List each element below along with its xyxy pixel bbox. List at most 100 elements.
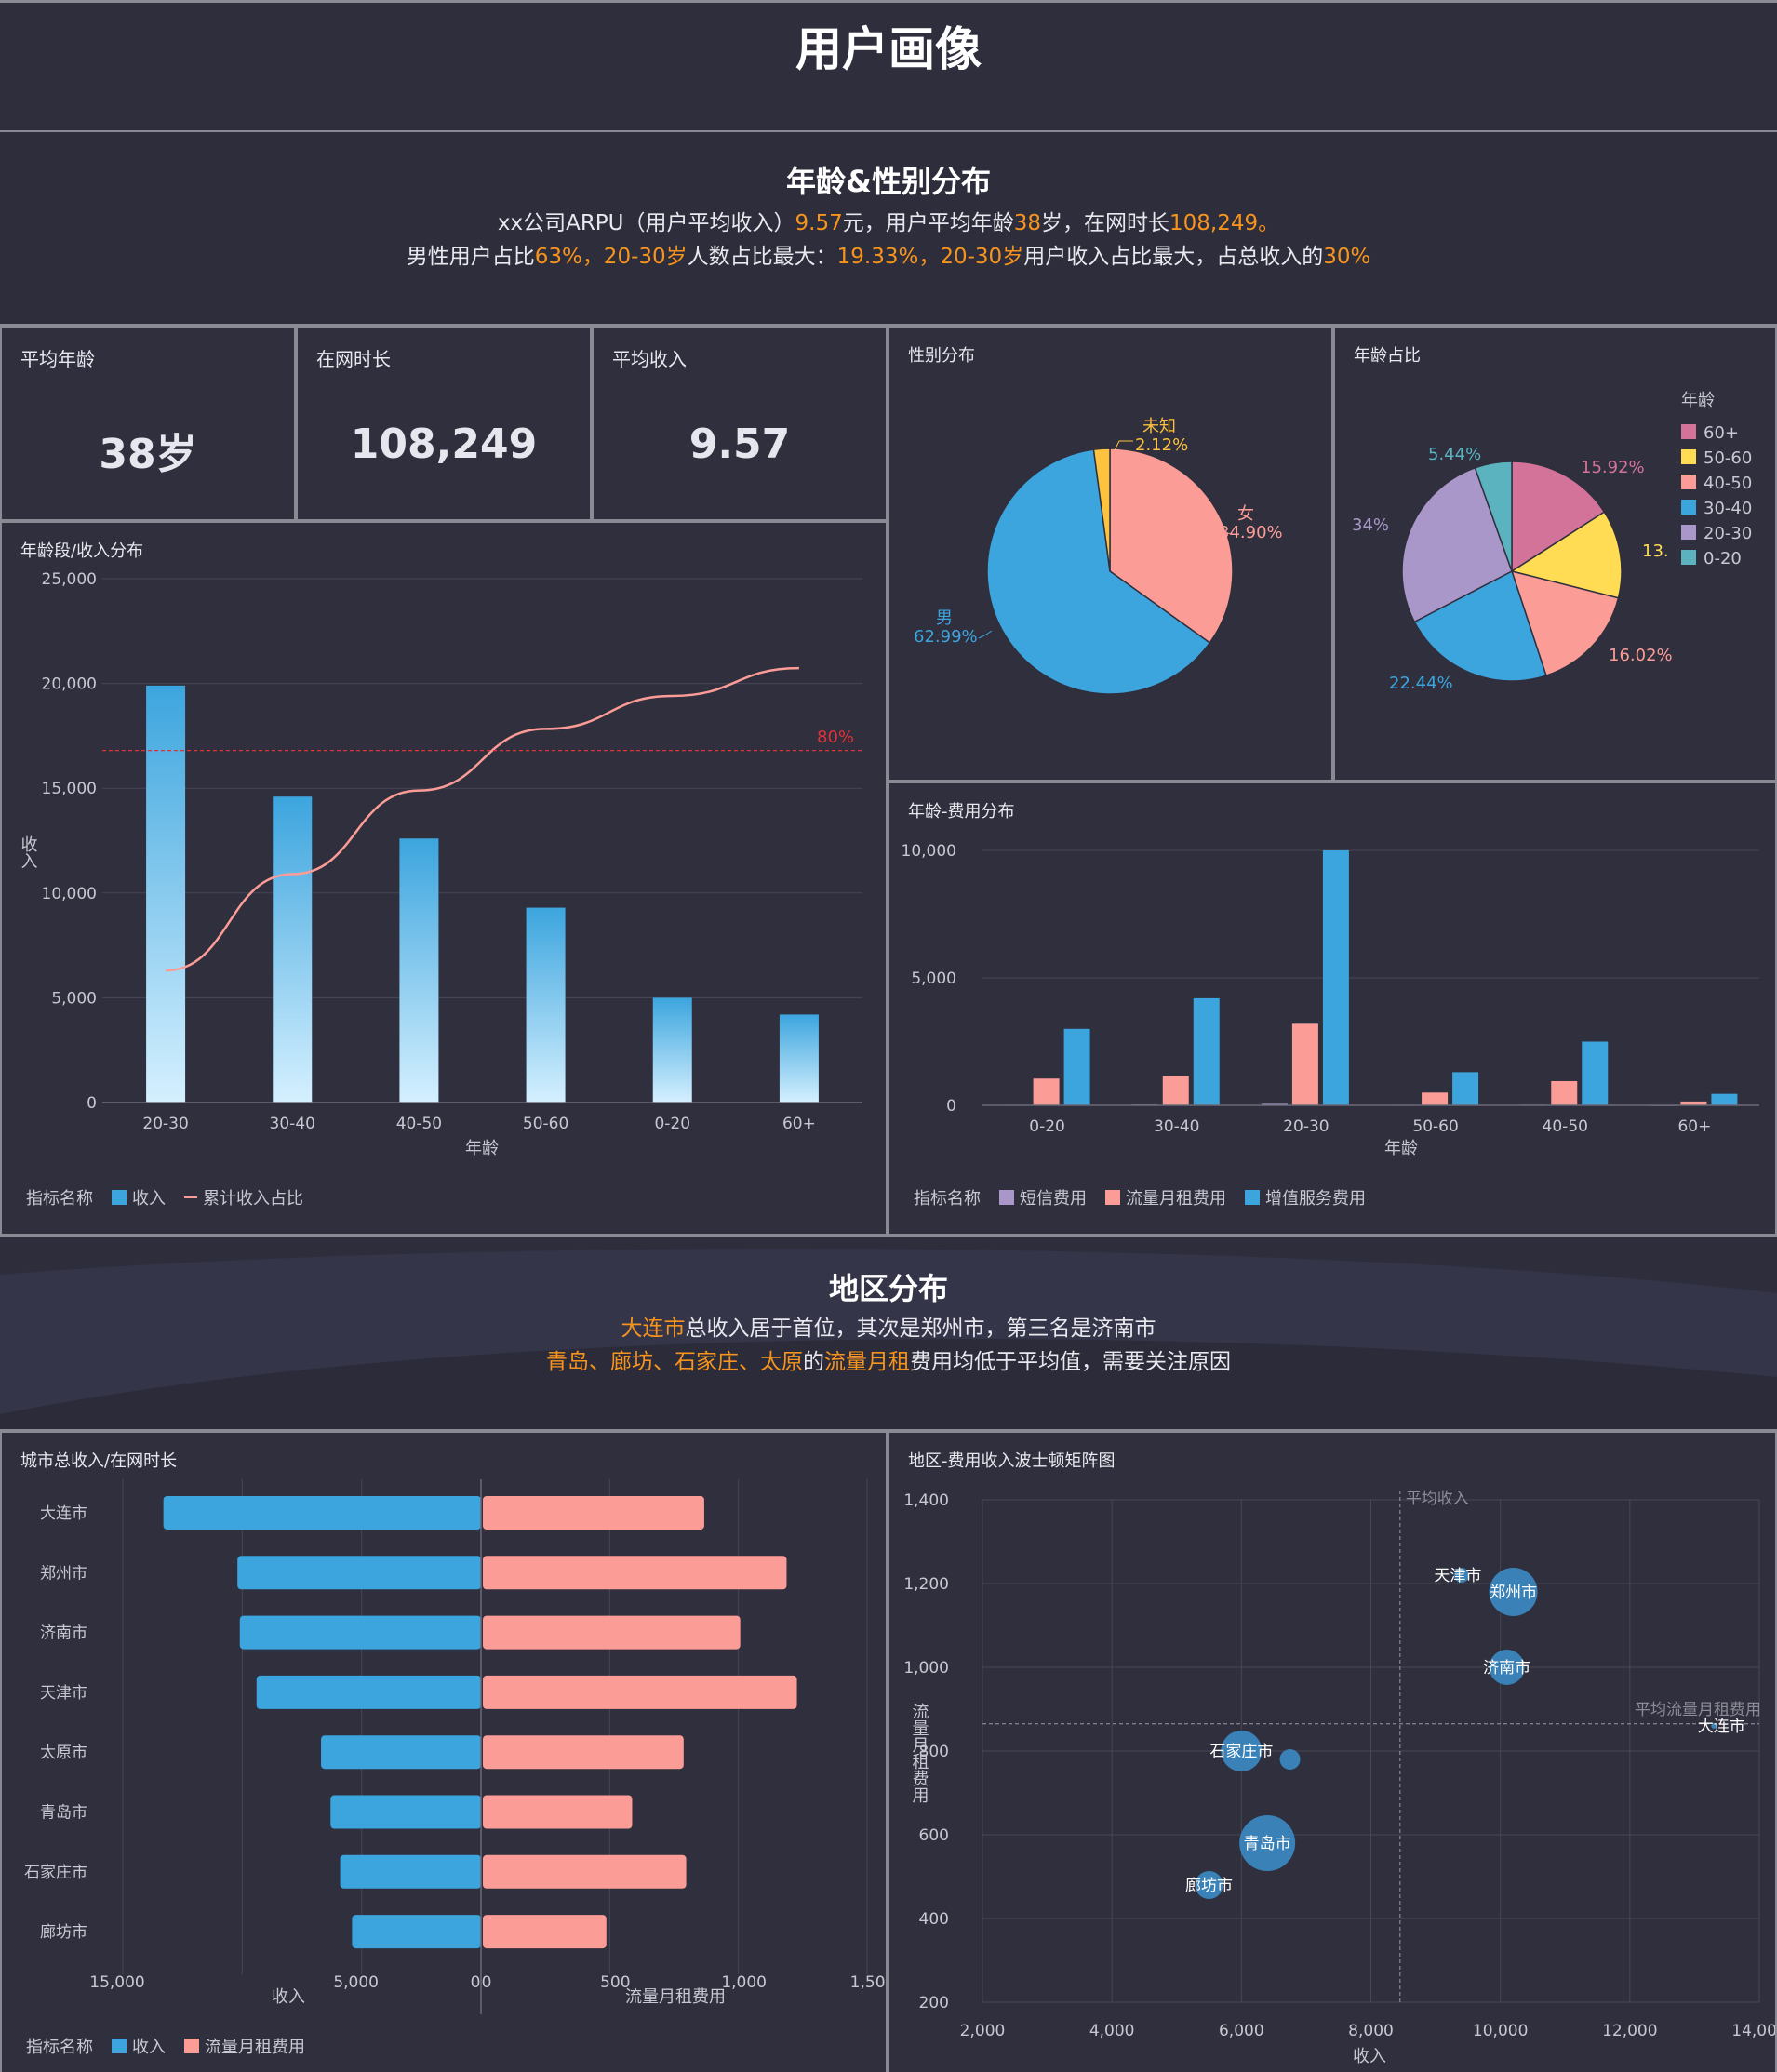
x-tick-label: 50-60 (523, 1115, 568, 1133)
summary-highlight: 63%，20-30岁 (534, 245, 688, 269)
bubble-济南市[interactable] (1489, 1650, 1525, 1685)
bar-income-青岛市[interactable] (330, 1795, 481, 1829)
label-leader-line (1212, 531, 1233, 539)
x-tick-label-income: 5,000 (333, 1973, 379, 1992)
bar-增值服务费用-40-50[interactable] (1582, 1041, 1609, 1106)
pie-slice-60+[interactable] (1511, 461, 1606, 573)
pie-label-unknown-name: 未知 (1142, 417, 1176, 436)
bar-traffic-郑州市[interactable] (483, 1556, 787, 1590)
y-tick-label: 15,000 (42, 780, 97, 798)
bar-income-天津市[interactable] (256, 1675, 481, 1709)
legend-swatch[interactable] (1681, 449, 1696, 464)
bar-income-20-30[interactable] (146, 685, 186, 1103)
bar-income-济南市[interactable] (239, 1615, 481, 1650)
legend-label-30-40: 30-40 (1704, 499, 1752, 518)
legend-swatch[interactable] (1681, 550, 1696, 565)
bubble-label: 青岛市 (1244, 1835, 1291, 1853)
legend-swatch[interactable] (1681, 525, 1696, 540)
pie-slice-40-50[interactable] (1510, 569, 1620, 677)
bar-增值服务费用-0-20[interactable] (1063, 1028, 1090, 1105)
bar-traffic-太原市[interactable] (483, 1735, 684, 1770)
bar-income-大连市[interactable] (163, 1496, 481, 1530)
x-tick-label: 60+ (782, 1115, 816, 1133)
pie-slice-0-20[interactable] (1474, 461, 1513, 572)
age-pie-label-60: 15.92% (1581, 458, 1645, 477)
x-tick-label: 0-20 (654, 1115, 690, 1133)
city-income-panel: 城市总收入/在网时长 收入 流量月租费用 15,000 5,000 0 0 500 1,0… (0, 1431, 888, 2072)
pie-slice-30-40[interactable] (1413, 569, 1547, 682)
pie-slice-未知[interactable] (1092, 448, 1111, 572)
legend-item-income[interactable]: 收入 (112, 1185, 166, 1210)
bar-增值服务费用-20-30[interactable] (1322, 850, 1349, 1105)
legend-item-vas[interactable]: 增值服务费用 (1245, 1185, 1366, 1210)
bubble-青岛市[interactable] (1239, 1815, 1296, 1871)
pie-slice-男[interactable] (986, 448, 1211, 695)
bubble-郑州市[interactable] (1489, 1568, 1538, 1616)
pie-slice-50-60[interactable] (1510, 511, 1623, 599)
bar-增值服务费用-60+[interactable] (1711, 1093, 1738, 1105)
bar-income-石家庄市[interactable] (340, 1854, 481, 1889)
bar-增值服务费用-50-60[interactable] (1452, 1072, 1479, 1105)
region-boston-matrix-panel: 地区-费用收入波士顿矩阵图 流量月租费用 收入 200 400 600 800 1,00… (888, 1431, 1777, 2072)
bar-流量月租费用-60+[interactable] (1680, 1101, 1707, 1105)
bubble-unlabeled[interactable] (1279, 1749, 1301, 1770)
bar-流量月租费用-0-20[interactable] (1033, 1078, 1060, 1105)
bubble-label: 济南市 (1483, 1659, 1530, 1678)
bar-增值服务费用-30-40[interactable] (1193, 997, 1220, 1105)
bar-income-40-50[interactable] (399, 838, 439, 1103)
pie-slice-20-30[interactable] (1401, 466, 1513, 623)
bar-income-60+[interactable] (779, 1014, 819, 1103)
bar-流量月租费用-50-60[interactable] (1422, 1092, 1449, 1105)
bar-income-30-40[interactable] (273, 796, 313, 1103)
x-tick-label-traffic: 500 (600, 1973, 630, 1992)
bar-traffic-青岛市[interactable] (483, 1795, 633, 1829)
panel-title: 年龄段/收入分布 (20, 541, 144, 561)
legend-item-income[interactable]: 收入 (112, 2034, 166, 2058)
page-title-bar: 用户画像 (0, 0, 1777, 132)
bar-income-0-20[interactable] (652, 997, 692, 1103)
bar-traffic-济南市[interactable] (483, 1615, 741, 1650)
bubble-石家庄市[interactable] (1221, 1731, 1263, 1771)
legend-item-traffic[interactable]: 流量月租费用 (1105, 1185, 1226, 1210)
bar-income-太原市[interactable] (321, 1735, 481, 1770)
bubble-天津市[interactable] (1453, 1568, 1469, 1583)
reference-line-label: 80% (817, 728, 854, 747)
bar-traffic-廊坊市[interactable] (483, 1915, 607, 1949)
chart-legend: 指标名称 收入 累计收入占比 (26, 1185, 314, 1210)
legend-swatch[interactable] (1681, 475, 1696, 489)
panel-title: 地区-费用收入波士顿矩阵图 (908, 1451, 1116, 1471)
bubble-label: 郑州市 (1490, 1584, 1537, 1602)
bar-流量月租费用-40-50[interactable] (1551, 1080, 1578, 1105)
bar-traffic-石家庄市[interactable] (483, 1854, 687, 1889)
bar-income-郑州市[interactable] (237, 1556, 481, 1590)
section-age-gender-header: 年龄&性别分布 xx公司ARPU（用户平均收入）9.57元，用户平均年龄38岁，… (0, 132, 1777, 326)
kpi-value: 9.57 (688, 421, 791, 468)
x-tick-label: 60+ (1677, 1117, 1711, 1136)
legend-swatch[interactable] (1681, 500, 1696, 515)
bubble-大连市[interactable] (1711, 1723, 1717, 1729)
bar-流量月租费用-30-40[interactable] (1162, 1076, 1189, 1105)
legend-item-cumulative[interactable]: 累计收入占比 (184, 1185, 303, 1210)
kpi-card-online-duration: 在网时长 108,249 (296, 326, 592, 521)
bar-traffic-天津市[interactable] (483, 1675, 797, 1709)
summary-text: 男性用户占比 (406, 245, 535, 269)
y-tick-label-city: 郑州市 (40, 1564, 87, 1583)
section-age-gender-summary-1: xx公司ARPU（用户平均收入）9.57元，用户平均年龄38岁，在网时长108,… (0, 205, 1777, 236)
pie-slice-女[interactable] (1109, 448, 1234, 644)
legend-item-sms[interactable]: 短信费用 (999, 1185, 1087, 1210)
y-tick-label: 400 (919, 1910, 949, 1929)
bubble-廊坊市[interactable] (1195, 1871, 1223, 1899)
bar-流量月租费用-20-30[interactable] (1291, 1023, 1318, 1105)
bar-income-50-60[interactable] (526, 907, 566, 1103)
bar-traffic-大连市[interactable] (483, 1496, 704, 1530)
x-tick-label-traffic: 1,000 (721, 1973, 767, 1992)
bar-income-廊坊市[interactable] (352, 1915, 481, 1949)
x-axis-label: 收入 (1353, 2047, 1386, 2066)
legend-item-traffic[interactable]: 流量月租费用 (184, 2034, 305, 2058)
line-cumulative-share[interactable] (166, 666, 799, 972)
chart-legend: 指标名称 短信费用 流量月租费用 增值服务费用 (914, 1185, 1377, 1210)
legend-label: 增值服务费用 (1265, 1189, 1366, 1209)
y-tick-label-city: 石家庄市 (24, 1864, 87, 1882)
bar-短信费用-20-30[interactable] (1261, 1103, 1288, 1105)
legend-swatch[interactable] (1681, 424, 1696, 439)
